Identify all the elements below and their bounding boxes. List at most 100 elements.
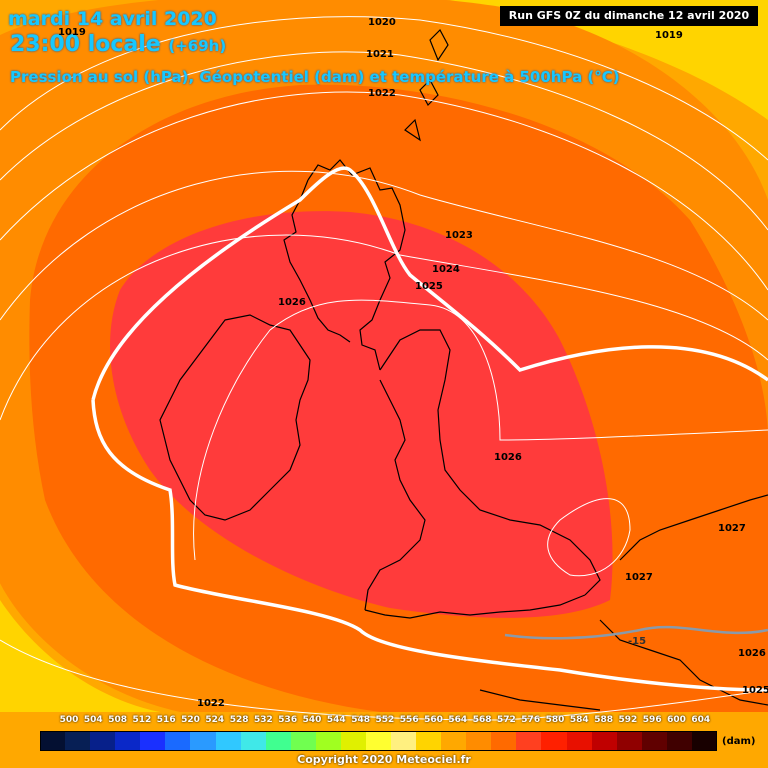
- forecast-time-value: 23:00 locale: [10, 32, 161, 57]
- legend-swatch: [566, 731, 593, 751]
- legend-swatch: [365, 731, 392, 751]
- run-info: Run GFS 0Z du dimanche 12 avril 2020: [500, 6, 758, 26]
- legend-value: 588: [594, 715, 613, 725]
- legend-value: 560: [424, 715, 443, 725]
- pressure-label: 1025: [415, 281, 443, 292]
- isobar-1026: [193, 299, 768, 561]
- legend-swatch: [391, 731, 417, 751]
- legend-value: 572: [496, 715, 516, 725]
- legend-swatch: [340, 731, 367, 751]
- legend-swatch: [65, 731, 91, 751]
- legend-value: 584: [569, 715, 589, 725]
- legend-value: 556: [399, 715, 419, 725]
- isobar-1023: [0, 170, 768, 321]
- coastlines: [159, 29, 768, 711]
- legend-value: 532: [253, 715, 273, 725]
- legend-swatch: [215, 731, 242, 751]
- coast-isles: [404, 29, 449, 142]
- pressure-label: 1027: [718, 523, 746, 534]
- legend-value: 540: [302, 715, 322, 725]
- legend-swatch: [416, 731, 442, 751]
- coast-scotland-west: [283, 179, 351, 343]
- legend-swatch: [190, 731, 216, 751]
- legend-value: 580: [545, 715, 565, 725]
- forecast-time: 23:00 locale (+69h): [10, 32, 226, 57]
- legend-swatch: [641, 731, 668, 751]
- legend-swatch: [516, 731, 542, 751]
- band-560-bottom-left: [0, 600, 160, 712]
- isotherm-minus15: [504, 625, 768, 640]
- legend-unit: (dam): [722, 736, 756, 747]
- forecast-lead: (+69h): [168, 37, 227, 55]
- legend-value: 604: [691, 715, 711, 725]
- legend-value: 504: [83, 715, 103, 725]
- pressure-label: 1022: [368, 88, 396, 99]
- legend-swatch: [441, 731, 467, 751]
- legend-value: 552: [375, 715, 395, 725]
- legend-value: 528: [229, 715, 249, 725]
- legend-frame: [40, 731, 717, 751]
- isobar-1024: [0, 234, 768, 421]
- isobars: [0, 16, 768, 721]
- legend-swatch: [666, 731, 693, 751]
- legend-value: 568: [472, 715, 492, 725]
- legend-swatch: [466, 731, 492, 751]
- legend-swatch: [315, 731, 342, 751]
- pressure-label: 1023: [445, 230, 473, 241]
- legend-value: 520: [181, 715, 200, 725]
- legend-value: 592: [618, 715, 638, 725]
- pressure-label: 1027: [625, 572, 653, 583]
- legend-swatch: [491, 731, 517, 751]
- legend-swatch: [165, 731, 191, 751]
- pressure-label: 1024: [432, 264, 460, 275]
- coast-ireland: [159, 314, 311, 521]
- legend-value: 576: [521, 715, 541, 725]
- legend-value: 548: [351, 715, 370, 725]
- legend-swatch: [616, 731, 643, 751]
- isobar-1025-bold: [91, 166, 768, 692]
- legend-swatch: [691, 731, 718, 751]
- coast-continent: [479, 494, 768, 711]
- forecast-date: mardi 14 avril 2020: [8, 8, 217, 30]
- pressure-label: 1026: [494, 452, 522, 463]
- legend-value: 564: [448, 715, 468, 725]
- pressure-label: 1019: [58, 27, 86, 38]
- pressure-label: 1022: [197, 698, 225, 709]
- pressure-label: 1019: [655, 30, 683, 41]
- coast-england-south: [364, 594, 586, 619]
- coast-england-east: [379, 329, 601, 596]
- map-description: Pression au sol (hPa), Géopotentiel (dam…: [10, 68, 620, 86]
- isotherm-label: -15: [628, 636, 647, 647]
- pressure-label: 1020: [368, 17, 396, 28]
- pressure-label: 1026: [738, 648, 766, 659]
- legend-swatch: [240, 731, 267, 751]
- legend-value: 596: [642, 715, 662, 725]
- pressure-label: 1025: [742, 685, 768, 696]
- legend-swatch: [40, 731, 66, 751]
- legend-swatch: [591, 731, 618, 751]
- band-560-top-right: [450, 0, 768, 120]
- coast-wales: [364, 379, 426, 611]
- legend-swatch: [290, 731, 317, 751]
- legend-swatch: [265, 731, 292, 751]
- legend-swatch: [541, 731, 568, 751]
- legend-value: 508: [108, 715, 127, 725]
- isobar-1025-south: [0, 639, 768, 721]
- isobar-1020: [0, 16, 768, 161]
- pressure-label: 1021: [366, 49, 394, 60]
- legend-value: 544: [326, 715, 346, 725]
- legend-value: 536: [278, 715, 298, 725]
- coast-scotland: [307, 159, 406, 371]
- legend-value: 600: [667, 715, 686, 725]
- isobar-1021: [0, 51, 768, 231]
- pressure-label: 1026: [278, 297, 306, 308]
- legend-swatch: [140, 731, 166, 751]
- legend-value: 524: [205, 715, 225, 725]
- legend-value: 512: [132, 715, 152, 725]
- legend-swatch: [115, 731, 141, 751]
- legend-value: 500: [59, 715, 79, 725]
- copyright: Copyright 2020 Meteociel.fr: [297, 753, 471, 766]
- isobar-1027: [547, 498, 631, 577]
- isobar-1022: [0, 91, 768, 291]
